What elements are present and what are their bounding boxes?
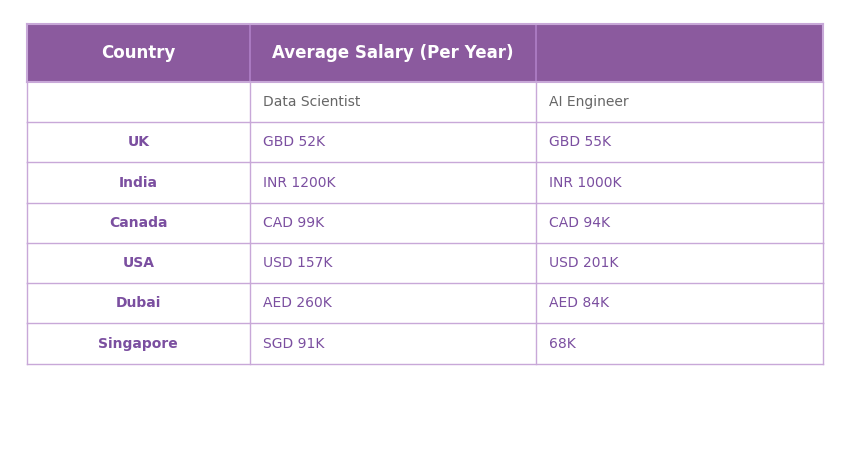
FancyBboxPatch shape [27, 283, 823, 324]
FancyBboxPatch shape [27, 162, 823, 202]
Text: Dubai: Dubai [116, 296, 161, 310]
Text: CAD 99K: CAD 99K [263, 216, 324, 230]
Text: India: India [119, 176, 158, 189]
Text: INR 1200K: INR 1200K [263, 176, 335, 189]
FancyBboxPatch shape [27, 324, 823, 364]
FancyBboxPatch shape [27, 243, 823, 283]
Text: SGD 91K: SGD 91K [263, 337, 324, 351]
FancyBboxPatch shape [27, 82, 823, 122]
Text: USD 201K: USD 201K [549, 256, 619, 270]
Text: 68K: 68K [549, 337, 576, 351]
FancyBboxPatch shape [27, 202, 823, 243]
Text: AI Engineer: AI Engineer [549, 95, 629, 109]
Text: INR 1000K: INR 1000K [549, 176, 621, 189]
Text: GBD 55K: GBD 55K [549, 135, 611, 149]
Text: Average Salary (Per Year): Average Salary (Per Year) [272, 44, 514, 62]
Text: Data Scientist: Data Scientist [263, 95, 360, 109]
Text: GBD 52K: GBD 52K [263, 135, 325, 149]
Text: AED 260K: AED 260K [263, 296, 332, 310]
FancyBboxPatch shape [27, 24, 823, 82]
Text: USA: USA [122, 256, 155, 270]
FancyBboxPatch shape [27, 122, 823, 162]
Text: UK: UK [128, 135, 150, 149]
Text: Country: Country [101, 44, 175, 62]
Text: CAD 94K: CAD 94K [549, 216, 610, 230]
Text: Singapore: Singapore [99, 337, 178, 351]
Text: AED 84K: AED 84K [549, 296, 609, 310]
Text: Canada: Canada [109, 216, 167, 230]
Text: USD 157K: USD 157K [263, 256, 332, 270]
